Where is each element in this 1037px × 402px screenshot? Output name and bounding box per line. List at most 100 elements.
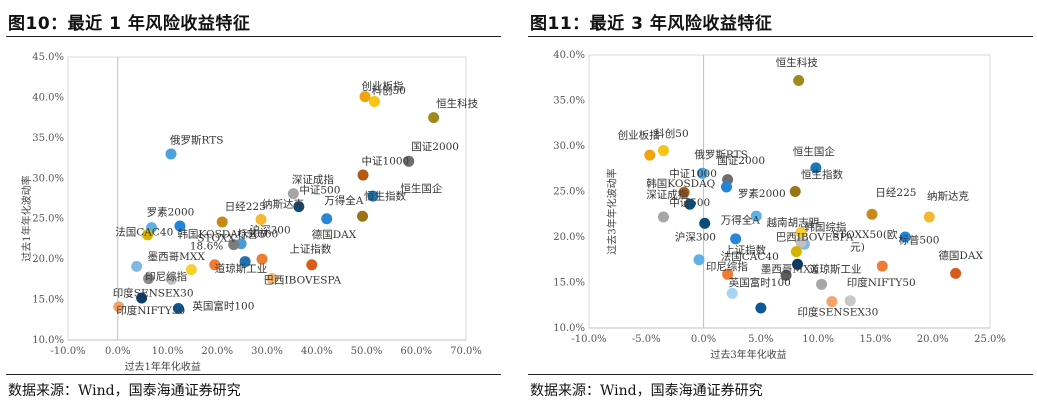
point-label: 沪深300: [675, 231, 716, 244]
y-tick-label: 10.0%: [32, 335, 64, 346]
scatter-point: [357, 210, 369, 222]
point-label: 印尼综指: [145, 270, 187, 283]
point-label: 俄罗斯RTS: [694, 148, 747, 161]
scatter-point: [678, 186, 690, 198]
point-label: 韩国KOSDAQ: [646, 177, 715, 190]
x-tick-label: 30.0%: [251, 346, 283, 357]
x-axis-title: 过去3年年化收益: [710, 348, 786, 361]
point-label: 标普500: [237, 227, 278, 240]
scatter-point: [730, 233, 742, 245]
scatter-point: [696, 167, 708, 179]
scatter-point: [255, 214, 267, 226]
y-tick-label: 35.0%: [553, 96, 585, 107]
scatter-point: [287, 188, 299, 200]
point-label: 罗素2000: [147, 205, 195, 218]
point-label: 墨西哥MXX: [148, 251, 206, 263]
scatter-point: [950, 267, 962, 279]
x-tick-label: 10.0%: [152, 346, 184, 357]
scatter-point: [720, 181, 732, 193]
x-tick-label: 70.0%: [450, 346, 482, 357]
point-label: 万得全A: [721, 213, 760, 226]
x-tick-label: -10.0%: [50, 346, 85, 357]
scatter-point: [136, 292, 148, 304]
x-tick-label: 10.0%: [802, 334, 834, 345]
x-tick-label: 20.0%: [201, 346, 233, 357]
scatter-point: [367, 190, 379, 202]
point-label: 沪深300: [250, 223, 291, 236]
x-tick-label: 50.0%: [351, 346, 383, 357]
scatter-point: [403, 155, 415, 167]
y-tick-label: 15.0%: [32, 295, 64, 306]
source-rule: [528, 374, 1033, 375]
scatter-point: [899, 231, 911, 243]
scatter-point: [792, 258, 804, 270]
scatter-point: [790, 246, 802, 258]
figure-10-source: 数据来源：Wind，国泰海通证券研究: [8, 383, 241, 399]
point-label: 恒生科技: [776, 56, 818, 69]
y-axis-title: 过去3年年化波动率: [606, 168, 619, 254]
x-tick-label: 60.0%: [400, 346, 432, 357]
scatter-point: [795, 226, 807, 238]
point-label: 深证成指: [292, 173, 334, 186]
x-tick-label: 40.0%: [301, 346, 333, 357]
point-label: 英国富时100: [192, 299, 254, 312]
scatter-point: [142, 229, 154, 241]
point-label: 韩国综指: [804, 221, 846, 234]
point-label: 恒生指数: [801, 168, 843, 181]
point-label: 18.6%: [190, 240, 223, 252]
point-label: 国证2000: [717, 155, 765, 167]
scatter-point: [185, 264, 197, 276]
point-label: 恒生科技: [436, 97, 478, 110]
point-label: 道琼斯工业: [809, 262, 862, 275]
x-tick-label: 20.0%: [917, 334, 949, 345]
source-rule: [6, 374, 501, 375]
y-tick-label: 30.0%: [32, 173, 64, 184]
scatter-point: [923, 211, 935, 223]
point-label: 纳斯达克: [262, 197, 304, 210]
scatter-point: [657, 145, 669, 157]
scatter-point: [228, 239, 240, 251]
point-label: 创业板指: [618, 129, 660, 142]
scatter-point: [293, 201, 305, 213]
point-label: 日经225: [225, 200, 266, 213]
scatter-point: [684, 198, 696, 210]
point-label: 标普500: [898, 233, 939, 246]
scatter-point: [810, 162, 822, 174]
point-label: 印度NIFTY50: [116, 304, 185, 317]
scatter-point: [306, 259, 318, 271]
point-label: 科创50: [654, 127, 688, 140]
point-label: 科创50: [371, 84, 405, 97]
scatter-point: [876, 260, 888, 272]
point-label: 深证成指: [646, 188, 688, 201]
y-tick-label: 25.0%: [553, 187, 585, 198]
y-tick-label: 25.0%: [32, 214, 64, 225]
risk-return-3y-chart: -10.0% -5.0% 0.0% 5.0% 10.0% 15.0% 20.0% 25.0% 1…: [553, 50, 1006, 361]
figure-10-title: 图10：最近 1 年风险收益特征: [8, 14, 251, 34]
scatter-point: [428, 112, 440, 124]
point-label: 墨西哥MXX: [761, 263, 819, 275]
point-label: 中证1000: [669, 167, 717, 180]
x-tick-label: 25.0%: [974, 334, 1006, 345]
scatter-point: [131, 260, 143, 272]
point-label: STOXX50(欧: [832, 229, 898, 241]
point-label: 恒生国企: [793, 145, 835, 158]
figure-11-source: 数据来源：Wind，国泰海通证券研究: [530, 383, 763, 399]
point-label: STOXX: [197, 232, 235, 244]
scatter-point: [209, 259, 221, 271]
point-label: 韩国KOSDAQ500: [177, 227, 266, 240]
scatter-point: [722, 268, 734, 280]
x-tick-label: 0.0%: [691, 334, 716, 345]
scatter-point: [793, 74, 805, 86]
scatter-point: [368, 95, 380, 107]
point-label: 纳斯达克: [927, 190, 969, 203]
scatter-point: [143, 273, 155, 285]
point-label: 道琼斯工业: [215, 262, 268, 275]
title-rule: [6, 36, 501, 37]
figure-11-title: 图11：最近 3 年风险收益特征: [530, 14, 773, 34]
x-tick-label: -5.0%: [632, 334, 661, 345]
point-label: 日经225: [875, 186, 916, 199]
y-tick-label: 45.0%: [32, 52, 64, 63]
point-label: 法国CAC40: [721, 250, 779, 263]
scatter-point: [699, 217, 711, 229]
scatter-point: [726, 287, 738, 299]
